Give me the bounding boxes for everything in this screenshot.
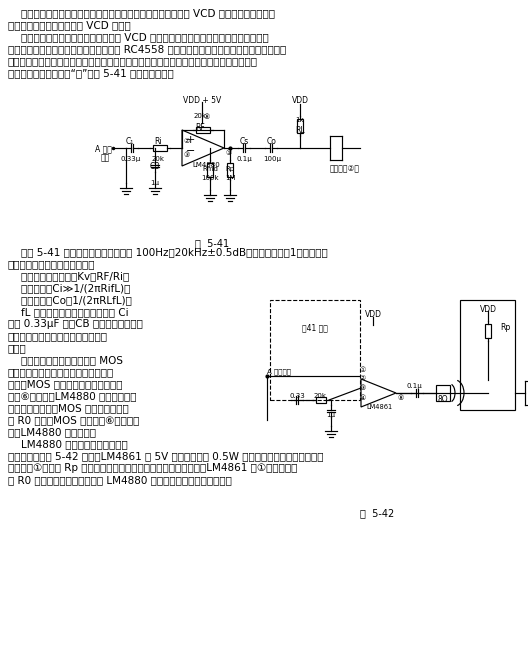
Text: 耳机通道②脚: 耳机通道②脚 — [330, 164, 360, 173]
Text: 20k: 20k — [314, 393, 326, 399]
Text: Rp: Rp — [225, 166, 234, 172]
Text: 1M: 1M — [225, 175, 235, 181]
Text: VDD + 5V: VDD + 5V — [183, 96, 221, 105]
Text: LM4880 还可应用制成自动切换: LM4880 还可应用制成自动切换 — [8, 439, 128, 449]
Text: +: + — [186, 135, 195, 145]
Text: 高、重负载特性差，听感表现为高音刺耳，缺乏明亮感，低音频响范围和力度明显不足。如: 高、重负载特性差，听感表现为高音刺耳，缺乏明亮感，低音频响范围和力度明显不足。如 — [8, 56, 258, 66]
Text: Rp: Rp — [500, 323, 510, 332]
Text: 20k: 20k — [152, 156, 165, 162]
Text: 和 R0 接地，MOS 管截止，⑥脚接高电: 和 R0 接地，MOS 管截止，⑥脚接高电 — [8, 415, 139, 425]
Text: 通，⑥脚接地，LM4880 进入放大工作: 通，⑥脚接地，LM4880 进入放大工作 — [8, 391, 137, 401]
Text: LM4880: LM4880 — [192, 162, 220, 168]
Text: Ri: Ri — [154, 137, 162, 146]
Text: 听。原因是这里的耳机放大电路几乎都用 RC4558 之类的电压放大型集成双运放，其输出阻抗: 听。原因是这里的耳机放大电路几乎都用 RC4558 之类的电压放大型集成双运放，… — [8, 44, 286, 54]
Text: 图中自动关机电路是一只由 MOS: 图中自动关机电路是一只由 MOS — [8, 355, 123, 365]
Text: 需耳机输出功能必须打“磨”。图 5-41 电路即是一例。: 需耳机输出功能必须打“磨”。图 5-41 电路即是一例。 — [8, 68, 174, 78]
Text: 状态。拔出耳机，MOS 管栅极通过触点: 状态。拔出耳机，MOS 管栅极通过触点 — [8, 403, 129, 413]
Text: LM4861: LM4861 — [366, 404, 392, 410]
Text: 场效应管实现的。当耳机插入时，触点: 场效应管实现的。当耳机插入时，触点 — [8, 367, 114, 377]
Bar — [485, 324, 491, 338]
Text: 可用优质耳机享受高质量的 VCD 音乐。: 可用优质耳机享受高质量的 VCD 音乐。 — [8, 20, 131, 30]
Text: 图  5-41: 图 5-41 — [195, 238, 229, 248]
Bar — [316, 397, 326, 403]
Text: 0.33μ: 0.33μ — [121, 156, 141, 162]
Bar — [196, 127, 210, 133]
Text: ①: ① — [226, 150, 232, 156]
Text: Co: Co — [267, 137, 277, 146]
Text: VDD: VDD — [364, 310, 382, 319]
Text: 100μ: 100μ — [263, 156, 281, 162]
Text: −: − — [186, 146, 195, 156]
Text: 本集成电路可应用为自动关断耳机放大器。本电路接到普及型 VCD 机的线路输出端，即: 本集成电路可应用为自动关断耳机放大器。本电路接到普及型 VCD 机的线路输出端，… — [8, 8, 275, 18]
Text: ②: ② — [359, 375, 365, 381]
Text: 电路电压放大倍数：Kv＝RF/Ri；: 电路电压放大倍数：Kv＝RF/Ri； — [8, 271, 129, 281]
Text: A 通道: A 通道 — [95, 144, 111, 153]
Text: 100k: 100k — [201, 175, 219, 181]
Text: 耳机时，①脚通过 Rp 接到正电源上，啱叭电流自动关闭。拔出时，LM4861 的①脚通过触点: 耳机时，①脚通过 Rp 接到正电源上，啱叭电流自动关闭。拔出时，LM4861 的… — [8, 463, 297, 473]
Text: 输入: 输入 — [100, 153, 110, 162]
Text: 8Ω: 8Ω — [438, 395, 448, 404]
Text: 制率。: 制率。 — [8, 343, 27, 353]
Text: VDD: VDD — [479, 305, 496, 314]
Text: C₁: C₁ — [126, 137, 134, 146]
Text: ⑧: ⑧ — [398, 395, 404, 401]
Text: 1μ: 1μ — [326, 412, 335, 418]
Text: 输出电容：Co＞1/(2πRLfL)。: 输出电容：Co＞1/(2πRLfL)。 — [8, 295, 132, 305]
Bar — [207, 163, 213, 177]
Text: 发烧友都知道将耳机直接插入普及型 VCD 的耳机插口收听，音质还不及优质磁带随身: 发烧友都知道将耳机直接插入普及型 VCD 的耳机插口收听，音质还不及优质磁带随身 — [8, 32, 269, 42]
Text: 断开，MOS 管栅极接高电平，管子导: 断开，MOS 管栅极接高电平，管子导 — [8, 379, 122, 389]
Text: 电路指标，可按下述公式设计：: 电路指标，可按下述公式设计： — [8, 259, 96, 269]
Text: ②: ② — [183, 138, 189, 144]
Text: 平，LM4880 自动关闭。: 平，LM4880 自动关闭。 — [8, 427, 96, 437]
Bar — [270, 300, 360, 400]
Text: 0.1μ: 0.1μ — [236, 156, 252, 162]
Text: 20k: 20k — [193, 113, 206, 119]
Text: 1μ: 1μ — [150, 180, 159, 186]
Text: fL 为要求的最低频率。另外，当 Ci: fL 为要求的最低频率。另外，当 Ci — [8, 307, 129, 317]
Text: ⑧: ⑧ — [204, 114, 210, 120]
Bar — [436, 385, 450, 401]
Text: VDD: VDD — [291, 96, 308, 105]
Text: 按图 5-41 电路参数安装，频响可达 100Hz～20kHz±0.5dB，电压增益为－1。如需调整: 按图 5-41 电路参数安装，频响可达 100Hz～20kHz±0.5dB，电压… — [8, 247, 328, 257]
Text: RL: RL — [295, 126, 305, 135]
Text: 出现开机冲击声和进一步提高电源抑: 出现开机冲击声和进一步提高电源抑 — [8, 331, 108, 341]
Bar — [153, 145, 167, 151]
Text: 输入电容：Ci≫1/(2πRifL)；: 输入电容：Ci≫1/(2πRifL)； — [8, 283, 130, 293]
Text: 和 R0 接地，进入工作状态，而 LM4880 却正好关断，互相交替工作。: 和 R0 接地，进入工作状态，而 LM4880 却正好关断，互相交替工作。 — [8, 475, 232, 485]
Text: 0.1μ: 0.1μ — [406, 383, 422, 389]
Text: 图  5-42: 图 5-42 — [360, 508, 394, 518]
Text: ③: ③ — [359, 385, 365, 391]
Bar — [460, 300, 515, 410]
Text: 1k: 1k — [296, 117, 304, 123]
Text: 图41 电路: 图41 电路 — [302, 323, 328, 332]
Text: ①: ① — [359, 367, 365, 373]
Text: 功放电路。如图 5-42 所示，LM4861 在 5V 电压时能输出 0.5W 功率，接机内啱叭放音。插入: 功放电路。如图 5-42 所示，LM4861 在 5V 电压时能输出 0.5W … — [8, 451, 324, 461]
Text: 大于 0.33μF 时，CB 也相应增大，以免: 大于 0.33μF 时，CB 也相应增大，以免 — [8, 319, 143, 329]
Text: 0.33: 0.33 — [289, 393, 305, 399]
Text: ④: ④ — [359, 395, 365, 401]
Text: RF: RF — [195, 123, 205, 132]
Text: Cs: Cs — [239, 137, 249, 146]
Text: A 通道输入: A 通道输入 — [267, 368, 291, 375]
Text: Rmd: Rmd — [202, 166, 218, 172]
Text: CB: CB — [150, 162, 160, 171]
Bar — [227, 163, 233, 177]
Bar — [297, 119, 303, 133]
Text: ③: ③ — [183, 152, 189, 158]
